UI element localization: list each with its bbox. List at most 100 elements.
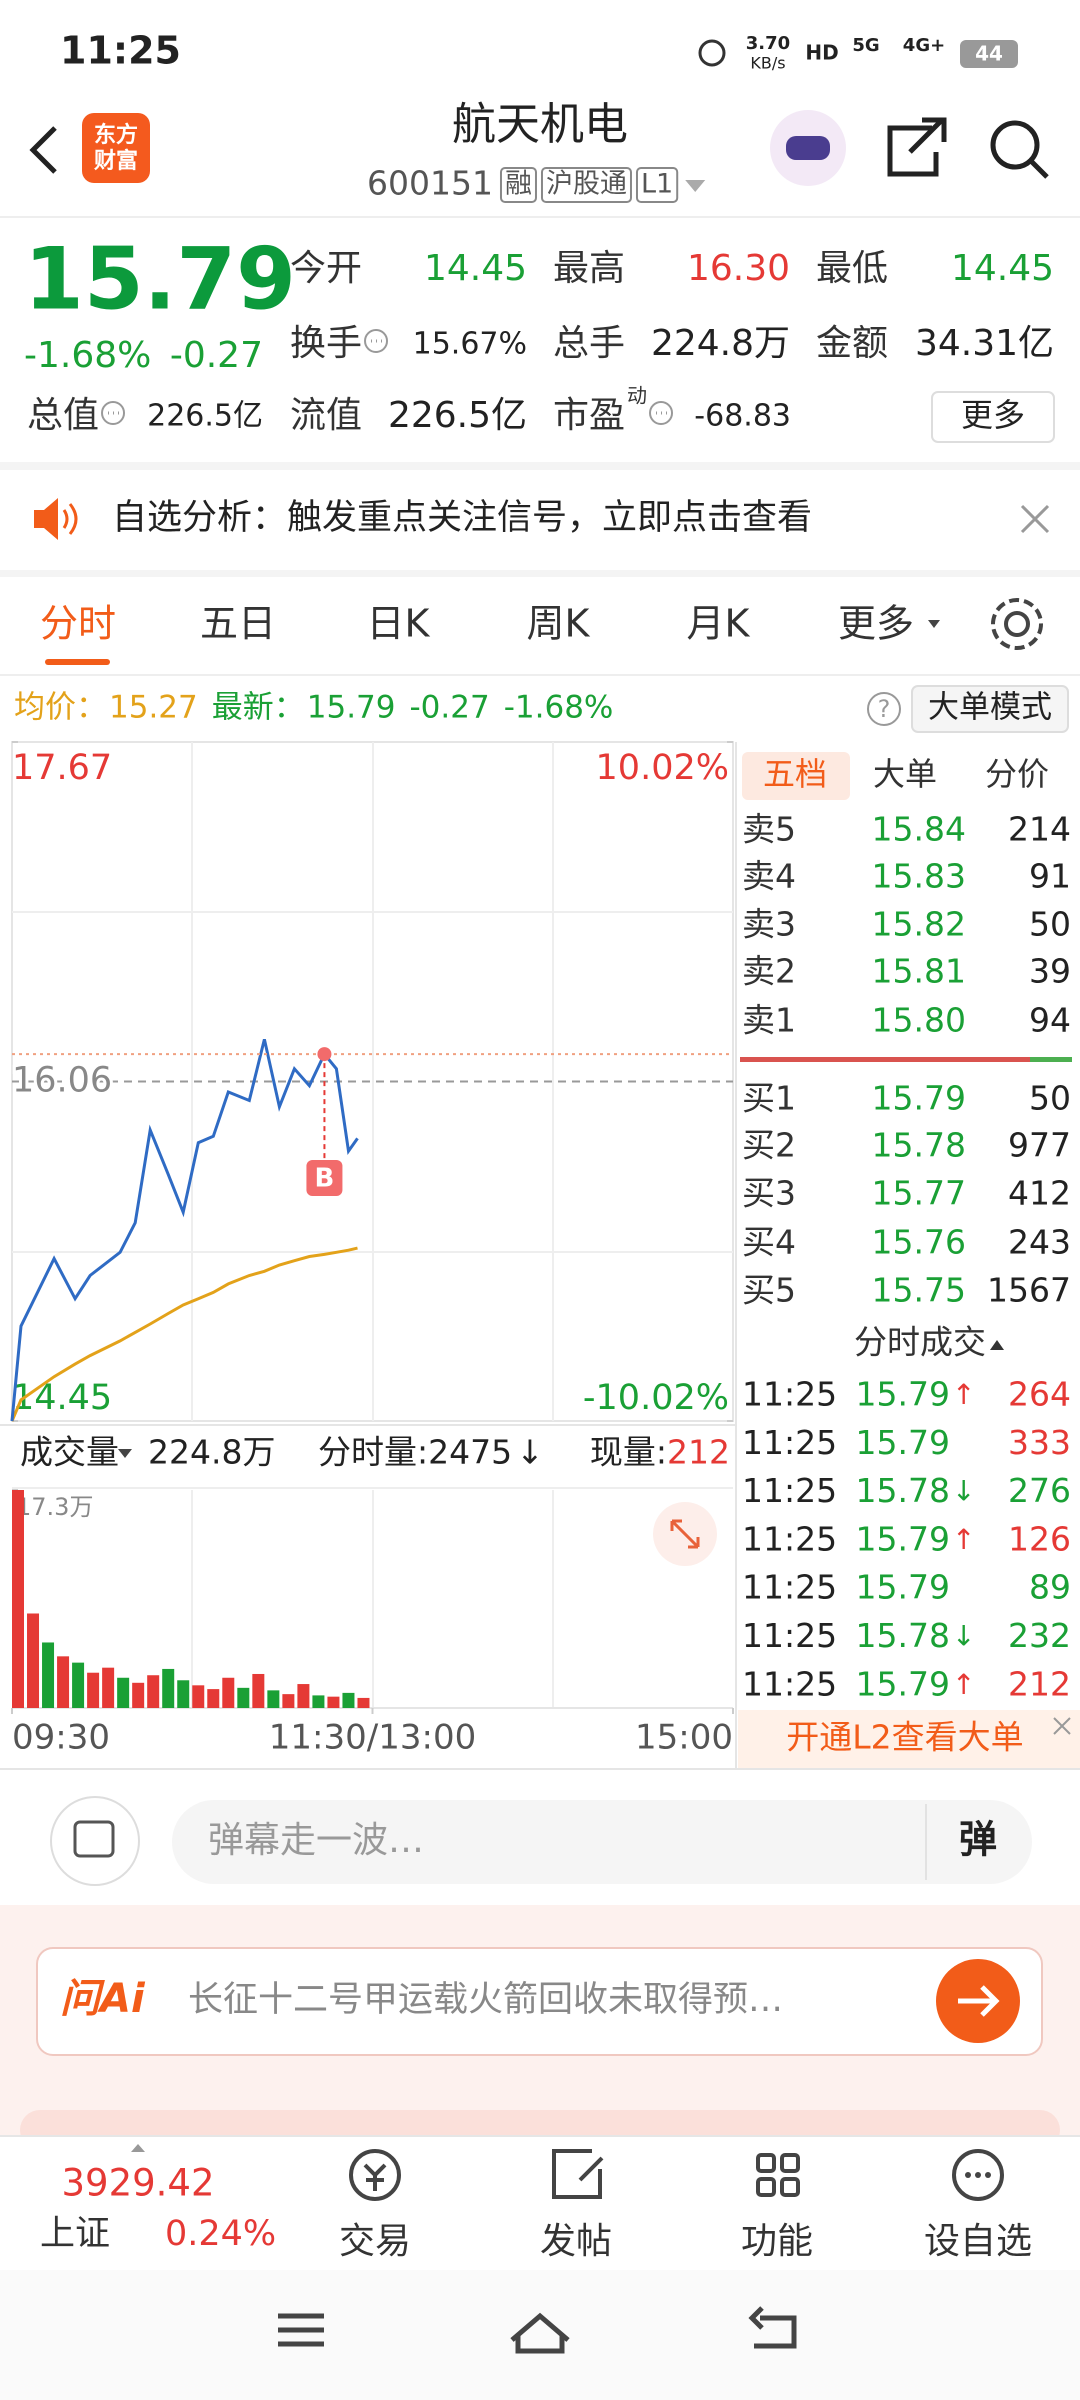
nav-item[interactable]: 功能 [741,2221,813,2262]
logo-bg [82,113,150,183]
marker-box [306,1160,343,1196]
trade-volume: 232 [1008,1616,1071,1655]
book-price: 15.76 [872,1223,966,1262]
expand-arrows [670,1519,700,1549]
book-volume: 39 [1029,952,1071,991]
stat-label: 流值 [290,395,362,436]
price-line [10,1038,359,1422]
stat-label: 金额 [816,323,888,364]
speaker-icon [34,498,58,540]
home-button[interactable] [510,2312,570,2354]
change-pct: -1.68% [24,335,151,376]
book-label: 买2 [742,1126,796,1165]
share-icon[interactable] [887,117,947,177]
nav-icons [349,2149,1004,2201]
back-icon[interactable] [29,126,57,174]
stat-label: 总手 [553,323,625,364]
book-volume: 243 [1008,1223,1071,1262]
trade-time: 11:25 [742,1423,837,1462]
l2-banner[interactable]: 开通L2查看大单 [786,1718,1023,1757]
trade-time: 11:25 [742,1375,837,1414]
y-tick-label: 17.3万 [16,1493,93,1521]
trades-title: 分时成交 [854,1323,986,1362]
more-button[interactable] [931,391,1055,443]
volume-bar [222,1677,235,1708]
book-price: 15.75 [872,1271,966,1310]
trade-volume: 276 [1008,1471,1071,1510]
current-label: 现量: [590,1433,667,1472]
index-value: 3929.42 [61,2162,214,2205]
book-tab[interactable]: 分价 [985,755,1049,793]
volume-bar [162,1668,175,1708]
info-change: -0.27 [410,690,490,726]
bottom-nav-bg [0,2136,1080,2270]
close-icon[interactable] [1020,504,1050,534]
volume-bar [357,1697,370,1708]
stock-code: 600151 [367,164,493,203]
nav-item[interactable]: 交易 [339,2221,411,2262]
settings-icon[interactable] [991,598,1043,650]
volume-bar [57,1656,70,1708]
nav-item[interactable]: 发帖 [540,2221,612,2262]
volume-bar [252,1673,265,1708]
tab[interactable]: 周K [527,602,591,646]
stat-value: 224.8万 [651,323,790,364]
current-volume: 212 [667,1433,730,1472]
arrow-icon [958,1985,1000,2017]
close-icon[interactable] [1053,1717,1071,1735]
nav-dots [965,2172,991,2178]
book-label: 卖1 [742,1001,796,1040]
gesture-bar [0,2270,1080,2400]
volume-bar [117,1677,130,1708]
volume-label: 成交量 [20,1433,119,1472]
dropdown-arrow [685,180,706,192]
minute-arrow: ↓ [516,1433,544,1472]
stat-value: 14.45 [951,248,1054,289]
book-tab[interactable]: 五档 [763,755,827,793]
trade-direction: ↓ [952,1620,975,1653]
book-price: 15.78 [872,1126,966,1165]
tab[interactable]: 月K [687,602,751,646]
back-button[interactable] [748,2306,797,2349]
net-unit: KB/s [750,54,785,73]
menu-button[interactable] [278,2313,324,2347]
stock-tag: 沪股通 [546,169,627,200]
stat-label: 总值 [27,395,99,436]
info-change-pct: -1.68% [504,690,614,726]
ai-box[interactable] [36,1947,1043,2056]
trade-time: 11:25 [742,1568,837,1607]
tab[interactable]: 分时 [40,602,116,646]
book-label: 卖3 [742,905,796,944]
help-icon: ? [878,695,891,723]
book-volume: 50 [1029,905,1071,944]
search-icon[interactable] [990,120,1049,179]
net-speed: 3.70 [746,33,790,54]
sort-arrow [990,1340,1004,1350]
tab[interactable]: 日K [367,602,431,646]
y2-tick-label: -10.02% [583,1378,729,1418]
comment-input[interactable] [172,1800,1032,1884]
volume-bar [297,1684,310,1708]
comment-placeholder: 弹幕走一波… [208,1820,424,1861]
mode-button[interactable] [911,685,1069,733]
comment-icon[interactable] [50,1796,140,1886]
volume-bar [27,1613,40,1708]
dropdown-arrow [928,620,940,628]
danmaku-button[interactable]: 弹 [959,1818,997,1862]
price-grid [12,742,733,1708]
volume-bar [312,1695,325,1708]
volume-bar [192,1685,205,1708]
stat-label: 最低 [816,248,888,289]
divider [0,570,1080,577]
hd-icon: HD [805,41,838,65]
volume-bar [42,1642,55,1708]
nav-item[interactable]: 设自选 [924,2221,1032,2262]
book-tab[interactable]: 大单 [873,755,937,793]
avatar-face [786,136,830,160]
tab[interactable]: 更多 [838,602,914,646]
y2-tick-label: 10.02% [596,748,729,788]
more-label: 更多 [961,396,1025,434]
tab[interactable]: 五日 [200,602,276,646]
stat-value: 15.67% [413,327,527,362]
